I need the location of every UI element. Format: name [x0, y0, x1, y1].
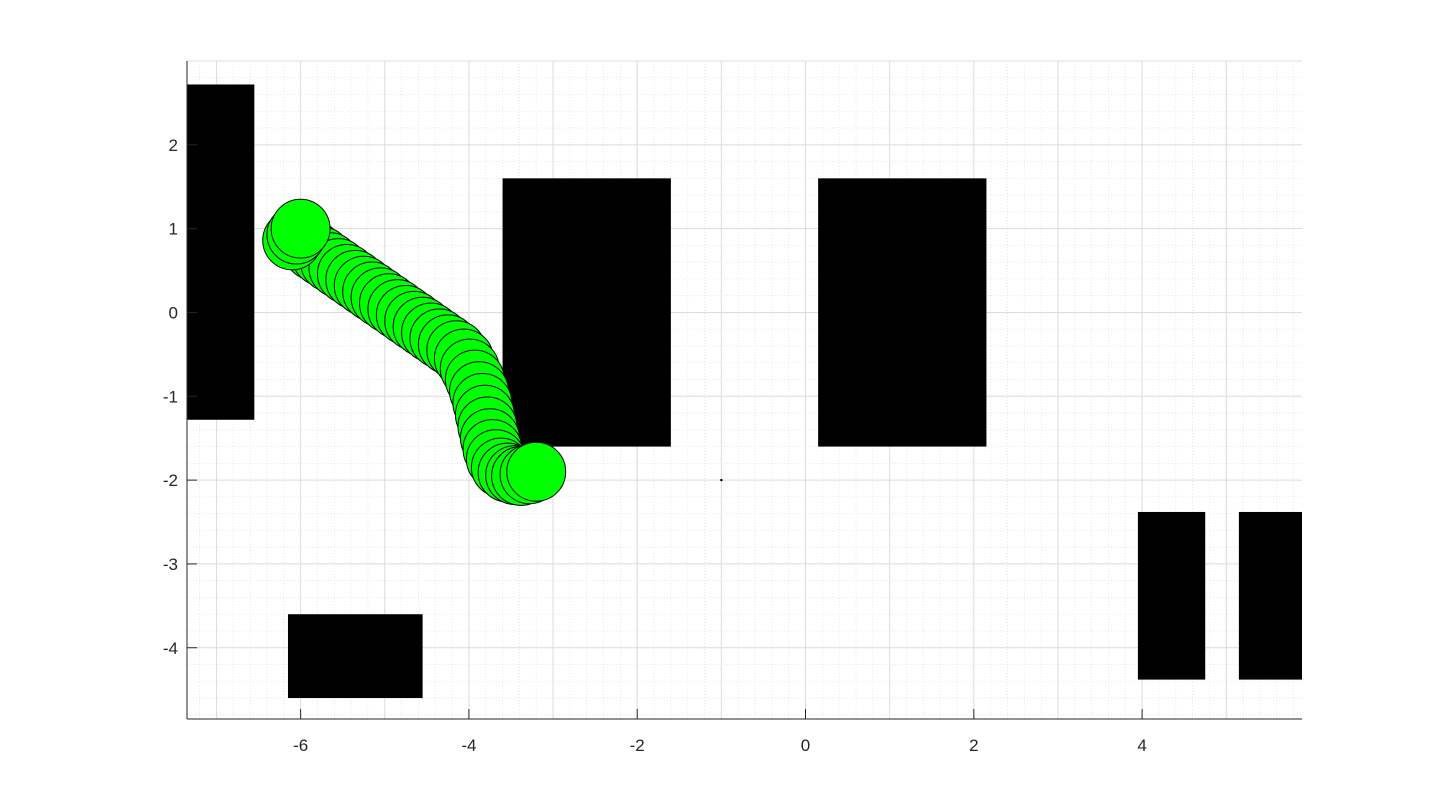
x-tick-label: 0	[801, 736, 810, 755]
y-tick-label: -1	[163, 387, 178, 406]
obstacle-3	[818, 178, 987, 447]
obstacle-1	[187, 84, 255, 420]
obstacle-4	[287, 614, 423, 699]
y-tick-label: -4	[163, 639, 178, 658]
y-tick-label: -2	[163, 471, 178, 490]
x-tick-label: -2	[630, 736, 645, 755]
obstacle-2	[502, 178, 671, 447]
obstacle-layer	[187, 84, 1302, 699]
robot-position-point	[270, 198, 331, 259]
obstacle-5	[1137, 511, 1206, 680]
y-tick-label: 2	[169, 136, 178, 155]
y-tick-label: -3	[163, 555, 178, 574]
grid-layer	[187, 60, 1302, 719]
axes-layer	[186, 61, 1302, 720]
x-tick-label: 4	[1137, 736, 1146, 755]
x-tick-label: -6	[293, 736, 308, 755]
goal-marker-dot	[720, 478, 723, 482]
tick-layer: -6 -4 -2 0 2 4 -4 -3 -2 -1 0 1 2	[163, 136, 1147, 755]
obstacle-6	[1238, 511, 1302, 680]
x-tick-label: 2	[969, 736, 978, 755]
y-tick-label: 1	[169, 220, 178, 239]
marker-layer	[720, 478, 723, 482]
x-tick-label: -4	[461, 736, 476, 755]
y-tick-label: 0	[169, 303, 178, 322]
robot-position-point	[506, 441, 567, 502]
trajectory-layer	[262, 198, 567, 506]
